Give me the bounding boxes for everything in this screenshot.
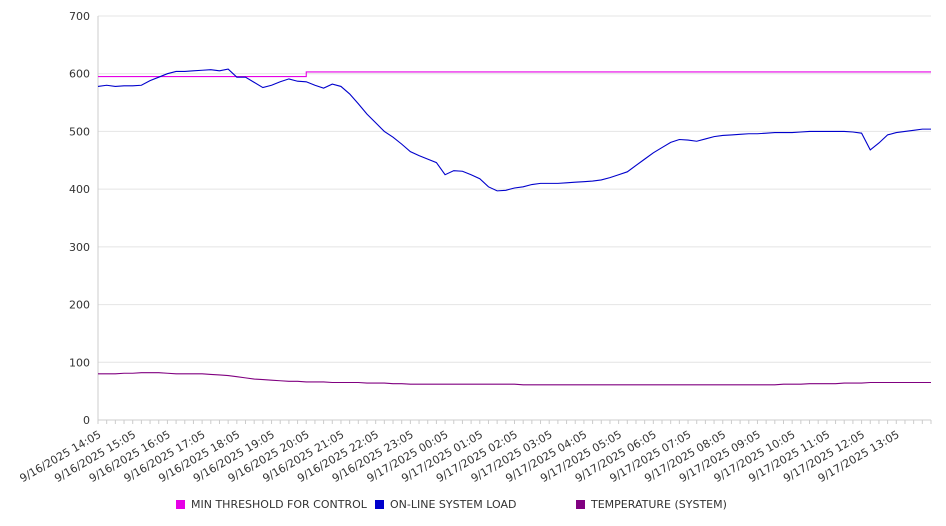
y-tick-label: 500 (69, 125, 90, 138)
legend-item-system-load[interactable]: ON-LINE SYSTEM LOAD (375, 498, 516, 511)
legend-label-system-load: ON-LINE SYSTEM LOAD (390, 498, 517, 511)
legend-item-temperature[interactable]: TEMPERATURE (SYSTEM) (576, 498, 727, 511)
y-axis-ticks: 0 100 200 300 400 500 600 700 (69, 10, 90, 427)
series-line-2 (98, 372, 931, 386)
y-tick-label: 700 (69, 10, 90, 23)
y-tick-label: 600 (69, 68, 90, 81)
gridlines (98, 15, 931, 363)
series-lines (97, 68, 931, 386)
legend-swatch-min-threshold (176, 500, 185, 509)
y-tick-label: 300 (69, 241, 90, 254)
y-tick-label: 200 (69, 299, 90, 312)
legend-item-min-threshold[interactable]: MIN THRESHOLD FOR CONTROL (176, 498, 367, 511)
legend-swatch-system-load (375, 500, 384, 509)
y-tick-label: 400 (69, 183, 90, 196)
series-line-1 (97, 68, 931, 192)
y-tick-label: 100 (69, 356, 90, 369)
legend-swatch-temperature (576, 500, 585, 509)
y-tick-label: 0 (83, 414, 90, 427)
legend-label-temperature: TEMPERATURE (SYSTEM) (591, 498, 727, 511)
x-axis-ticks: 9/16/2025 14:059/16/2025 15:059/16/2025 … (18, 420, 932, 485)
legend: MIN THRESHOLD FOR CONTROL ON-LINE SYSTEM… (0, 498, 946, 514)
legend-label-min-threshold: MIN THRESHOLD FOR CONTROL (191, 498, 367, 511)
series-line-0 (98, 71, 931, 78)
